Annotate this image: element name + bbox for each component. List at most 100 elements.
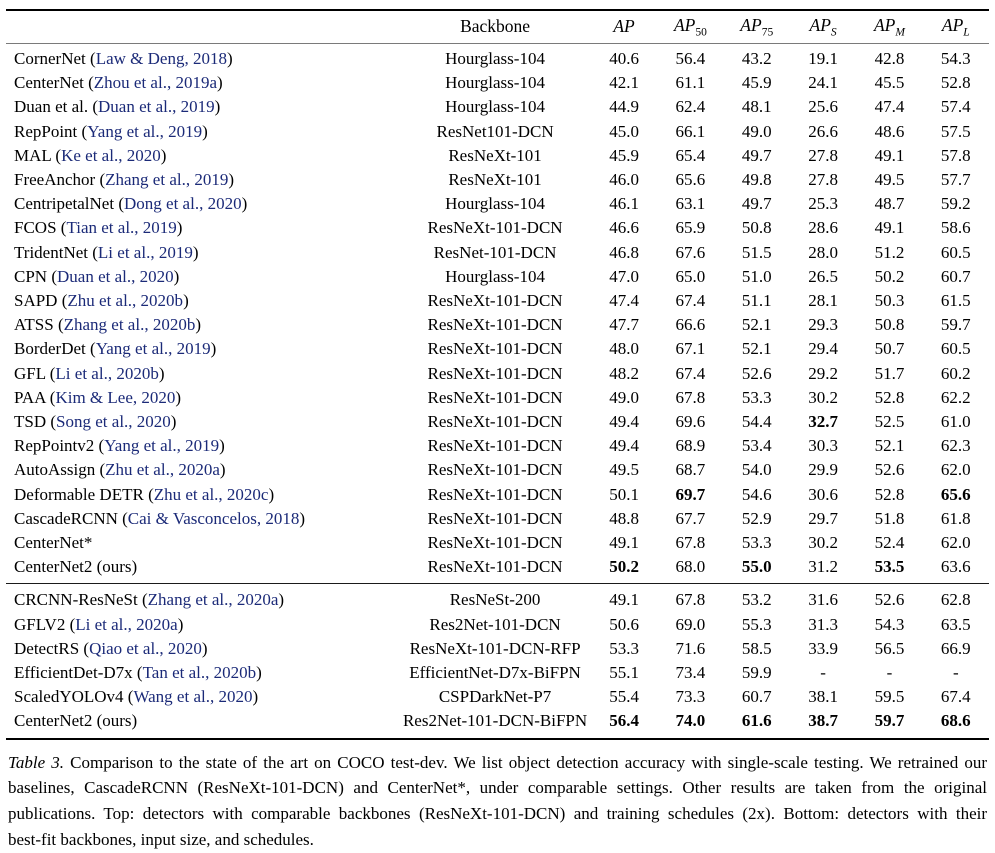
value-cell: 52.8 bbox=[940, 73, 971, 93]
value-cell: 51.8 bbox=[874, 508, 905, 528]
backbone-cell: Hourglass-104 bbox=[445, 266, 545, 286]
citation-link[interactable]: Kim & Lee, 2020 bbox=[55, 387, 176, 407]
citation-link[interactable]: Duan et al., 2019 bbox=[98, 97, 215, 117]
value-cell: 51.2 bbox=[874, 242, 905, 262]
value-cell: 24.1 bbox=[808, 73, 838, 93]
value-cell: 54.3 bbox=[874, 614, 905, 634]
value-cell: 26.5 bbox=[808, 266, 838, 286]
value-cell: 55.4 bbox=[609, 687, 639, 707]
table-bottom-section: CRCNN-ResNeSt (Zhang et al., 2020a) ResNe… bbox=[6, 583, 989, 739]
value-cell: 74.0 bbox=[675, 711, 706, 731]
table-header: Backbone AP AP50 AP75 APS APM APL bbox=[6, 10, 989, 44]
value-cell: 52.1 bbox=[741, 339, 772, 359]
backbone-cell: ResNeXt-101-DCN bbox=[427, 218, 563, 238]
backbone-cell: ResNeXt-101-DCN bbox=[427, 412, 563, 432]
method-cell: TSD (Song et al., 2020) bbox=[14, 412, 177, 432]
citation-link[interactable]: Tian et al., 2019 bbox=[66, 218, 177, 238]
citation-link[interactable]: Li et al., 2020a bbox=[75, 614, 178, 634]
table-row: GFLV2 (Li et al., 2020a) Res2Net-101-DCN 5… bbox=[6, 613, 989, 637]
method-cell: PAA (Kim & Lee, 2020) bbox=[14, 387, 182, 407]
value-cell: 46.6 bbox=[609, 218, 639, 238]
value-cell: 38.1 bbox=[808, 687, 838, 707]
backbone-cell: ResNeXt-101-DCN bbox=[427, 557, 563, 577]
backbone-cell: Hourglass-104 bbox=[445, 73, 545, 93]
value-cell: 52.6 bbox=[856, 583, 923, 613]
citation-link[interactable]: Wang et al., 2020 bbox=[133, 687, 253, 707]
backbone-cell: ResNeSt-200 bbox=[399, 583, 591, 613]
table-row: ScaledYOLOv4 (Wang et al., 2020) CSPDarkN… bbox=[6, 685, 989, 709]
citation-link[interactable]: Li et al., 2019 bbox=[97, 242, 193, 262]
value-cell: 49.1 bbox=[590, 583, 658, 613]
value-cell: 62.8 bbox=[922, 583, 989, 613]
header-row: Backbone AP AP50 AP75 APS APM APL bbox=[6, 10, 989, 44]
citation-link[interactable]: Duan et al., 2020 bbox=[57, 266, 174, 286]
method-cell: GFL (Li et al., 2020b) bbox=[14, 363, 165, 383]
value-cell: 53.4 bbox=[741, 436, 772, 456]
table-row: CenterNet2 (ours) Res2Net-101-DCN-BiFPN 56… bbox=[6, 709, 989, 738]
backbone-cell: ResNeXt-101-DCN bbox=[427, 339, 563, 359]
citation-link[interactable]: Zhang et al., 2020a bbox=[147, 590, 279, 610]
value-cell: 55.0 bbox=[741, 557, 772, 577]
citation-link[interactable]: Dong et al., 2020 bbox=[124, 194, 242, 214]
backbone-cell: ResNeXt-101-DCN-RFP bbox=[409, 638, 581, 658]
value-cell: 54.0 bbox=[741, 460, 772, 480]
value-cell: 48.7 bbox=[874, 194, 905, 214]
value-cell: 40.6 bbox=[609, 49, 639, 68]
value-cell: 47.4 bbox=[609, 291, 639, 311]
citation-link[interactable]: Qiao et al., 2020 bbox=[89, 638, 202, 658]
value-cell: 68.7 bbox=[675, 460, 706, 480]
results-table: Backbone AP AP50 AP75 APS APM APL CornerNet (… bbox=[6, 9, 989, 740]
value-cell: 52.5 bbox=[874, 412, 905, 432]
citation-link[interactable]: Li et al., 2020b bbox=[55, 363, 159, 383]
value-cell: 29.3 bbox=[808, 315, 838, 335]
citation-link[interactable]: Tan et al., 2020b bbox=[142, 663, 257, 683]
citation-link[interactable]: Cai & Vasconcelos, 2018 bbox=[127, 508, 300, 528]
value-cell: 29.2 bbox=[808, 363, 838, 383]
value-cell: 65.4 bbox=[675, 145, 706, 165]
value-cell: 67.4 bbox=[675, 291, 706, 311]
table-row: Duan et al. (Duan et al., 2019) Hourglass… bbox=[6, 95, 989, 119]
citation-link[interactable]: Song et al., 2020 bbox=[56, 412, 171, 432]
value-cell: 56.4 bbox=[675, 49, 706, 68]
citation-link[interactable]: Yang et al., 2019 bbox=[87, 121, 203, 141]
citation-link[interactable]: Zhang et al., 2020b bbox=[63, 315, 196, 335]
citation-link[interactable]: Ke et al., 2020 bbox=[61, 145, 161, 165]
value-cell: 28.0 bbox=[808, 242, 838, 262]
backbone-cell: EfficientNet-D7x-BiFPN bbox=[409, 663, 581, 683]
value-cell: 54.4 bbox=[741, 412, 772, 432]
value-cell: 63.6 bbox=[940, 557, 971, 577]
value-cell: 49.5 bbox=[609, 460, 639, 480]
value-cell: 67.4 bbox=[940, 687, 971, 707]
citation-link[interactable]: Law & Deng, 2018 bbox=[95, 49, 227, 68]
caption-line: best-fit backbones, input size, and sche… bbox=[8, 830, 314, 850]
citation-link[interactable]: Zhang et al., 2019 bbox=[105, 170, 229, 190]
metric-header-ap75: AP75 bbox=[723, 10, 790, 44]
value-cell: 27.8 bbox=[808, 170, 838, 190]
method-cell: CRCNN-ResNeSt (Zhang et al., 2020a) bbox=[6, 583, 400, 613]
citation-link[interactable]: Zhu et al., 2020b bbox=[67, 291, 184, 311]
value-cell: - bbox=[952, 663, 959, 683]
value-cell: 71.6 bbox=[675, 638, 706, 658]
citation-link[interactable]: Yang et al., 2019 bbox=[104, 436, 220, 456]
value-cell: 67.8 bbox=[657, 583, 724, 613]
table-row: RepPointv2 (Yang et al., 2019) ResNeXt-10… bbox=[6, 434, 989, 458]
caption-line: baselines, CascadeRCNN (ResNeXt-101-DCN)… bbox=[8, 778, 987, 798]
table-row: GFL (Li et al., 2020b) ResNeXt-101-DCN 48.… bbox=[6, 362, 989, 386]
value-cell: 66.6 bbox=[675, 315, 706, 335]
backbone-column-header: Backbone bbox=[399, 10, 591, 44]
method-cell: ATSS (Zhang et al., 2020b) bbox=[14, 315, 201, 335]
method-cell: CPN (Duan et al., 2020) bbox=[14, 266, 180, 286]
metric-header-apm: APM bbox=[856, 10, 923, 44]
value-cell: 30.6 bbox=[808, 484, 838, 504]
value-cell: 45.9 bbox=[741, 73, 772, 93]
citation-link[interactable]: Zhu et al., 2020a bbox=[105, 460, 220, 480]
citation-link[interactable]: Zhu et al., 2020c bbox=[153, 484, 269, 504]
value-cell: 48.2 bbox=[609, 363, 639, 383]
value-cell: 58.5 bbox=[741, 638, 772, 658]
citation-link[interactable]: Yang et al., 2019 bbox=[95, 339, 211, 359]
citation-link[interactable]: Zhou et al., 2019a bbox=[93, 73, 217, 93]
value-cell: 32.7 bbox=[808, 412, 838, 432]
value-cell: 46.1 bbox=[609, 194, 639, 214]
value-cell: 53.2 bbox=[723, 583, 790, 613]
value-cell: 53.5 bbox=[874, 557, 905, 577]
